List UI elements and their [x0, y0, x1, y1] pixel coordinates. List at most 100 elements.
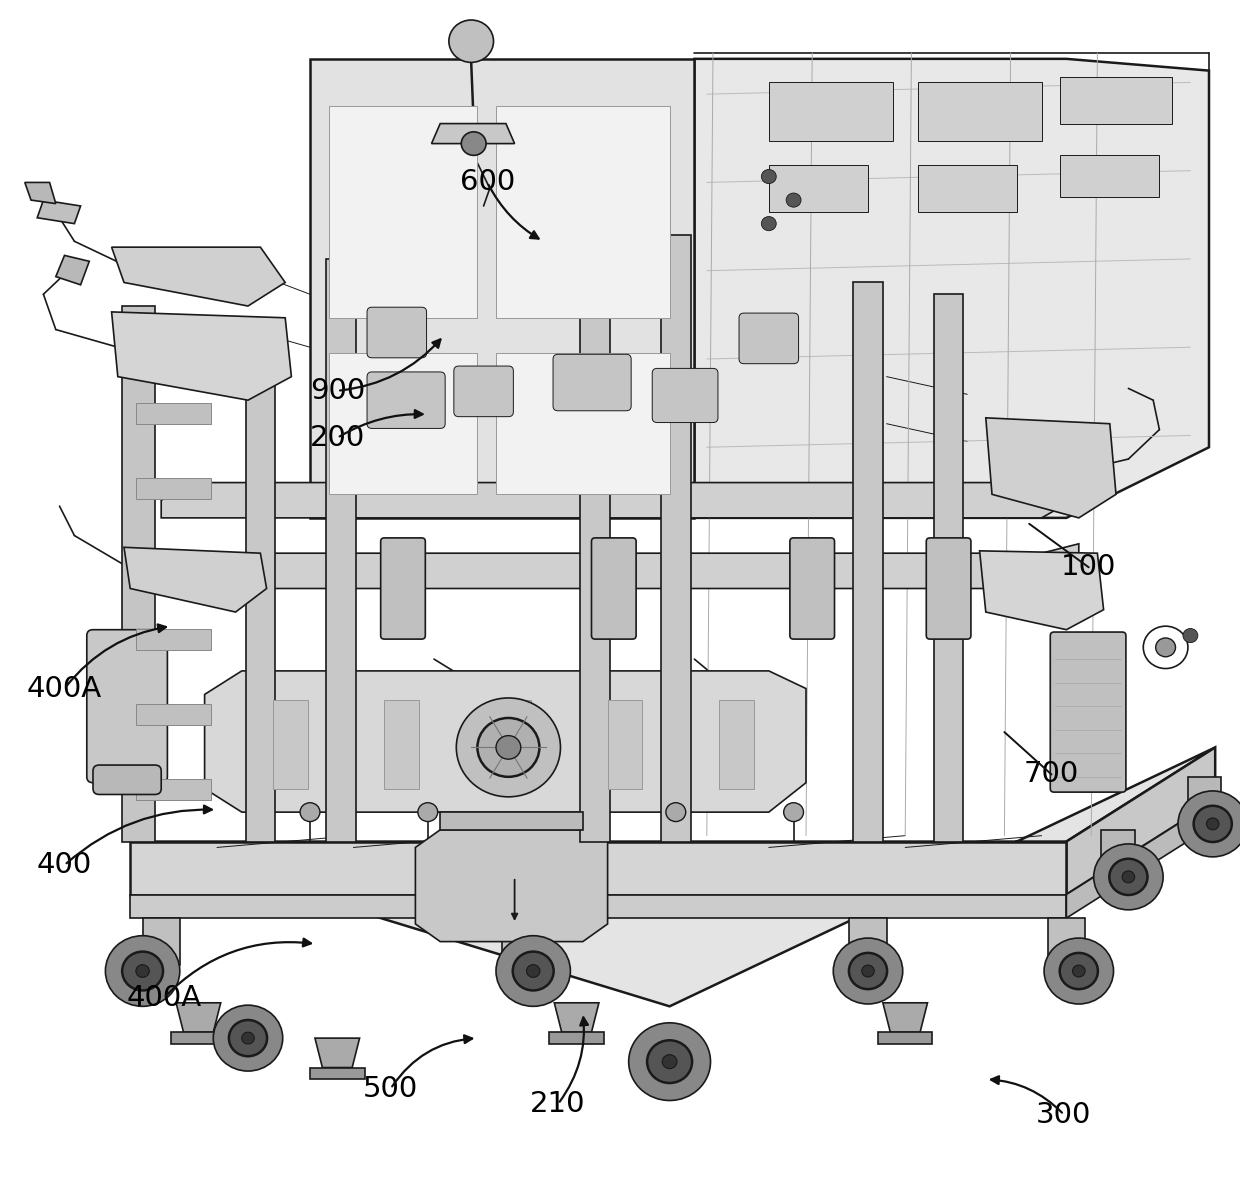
- Bar: [273, 700, 308, 789]
- Circle shape: [213, 1005, 283, 1071]
- Bar: [918, 82, 1042, 141]
- Polygon shape: [549, 1032, 604, 1044]
- Circle shape: [449, 20, 494, 62]
- Polygon shape: [310, 1068, 365, 1079]
- FancyBboxPatch shape: [93, 765, 161, 794]
- Circle shape: [477, 718, 539, 777]
- Circle shape: [496, 936, 570, 1006]
- Circle shape: [461, 132, 486, 155]
- Polygon shape: [1066, 747, 1215, 895]
- Circle shape: [647, 1040, 692, 1083]
- Polygon shape: [161, 477, 1079, 518]
- Bar: [769, 165, 868, 212]
- Circle shape: [242, 1032, 254, 1044]
- Circle shape: [761, 169, 776, 184]
- Text: 400A: 400A: [27, 674, 102, 703]
- Circle shape: [761, 217, 776, 231]
- Circle shape: [662, 1055, 677, 1069]
- FancyBboxPatch shape: [367, 372, 445, 428]
- Bar: [496, 353, 670, 494]
- Bar: [329, 106, 477, 318]
- Polygon shape: [171, 1032, 226, 1044]
- Bar: [136, 629, 211, 650]
- Polygon shape: [980, 551, 1104, 630]
- Bar: [918, 165, 1017, 212]
- Circle shape: [456, 698, 560, 797]
- Bar: [136, 553, 211, 574]
- Text: 300: 300: [1037, 1100, 1091, 1129]
- Polygon shape: [122, 306, 155, 842]
- FancyBboxPatch shape: [454, 366, 513, 417]
- Circle shape: [513, 951, 554, 991]
- Polygon shape: [432, 124, 515, 144]
- Circle shape: [1073, 965, 1085, 977]
- Polygon shape: [1188, 777, 1221, 824]
- FancyBboxPatch shape: [381, 538, 425, 639]
- Polygon shape: [1101, 830, 1135, 877]
- Bar: [496, 700, 531, 789]
- Bar: [496, 106, 670, 318]
- Bar: [136, 779, 211, 800]
- FancyBboxPatch shape: [87, 630, 167, 783]
- Polygon shape: [849, 918, 887, 965]
- Polygon shape: [310, 59, 694, 518]
- Polygon shape: [246, 353, 275, 842]
- Circle shape: [666, 803, 686, 822]
- Polygon shape: [934, 294, 963, 842]
- Circle shape: [1183, 629, 1198, 643]
- FancyBboxPatch shape: [739, 313, 799, 364]
- FancyBboxPatch shape: [553, 354, 631, 411]
- Circle shape: [300, 803, 320, 822]
- Polygon shape: [502, 918, 539, 965]
- Text: 600: 600: [460, 168, 515, 197]
- FancyBboxPatch shape: [1050, 632, 1126, 792]
- Polygon shape: [315, 1038, 360, 1068]
- Circle shape: [629, 1023, 711, 1100]
- Circle shape: [833, 938, 903, 1004]
- FancyBboxPatch shape: [591, 538, 636, 639]
- FancyBboxPatch shape: [367, 307, 427, 358]
- Circle shape: [122, 951, 164, 991]
- Circle shape: [784, 803, 804, 822]
- Bar: [1060, 77, 1172, 124]
- Polygon shape: [112, 312, 291, 400]
- Bar: [1060, 155, 1159, 197]
- Polygon shape: [124, 547, 267, 612]
- Bar: [384, 700, 419, 789]
- Polygon shape: [853, 282, 883, 842]
- Bar: [136, 403, 211, 424]
- Text: 900: 900: [310, 377, 365, 405]
- FancyBboxPatch shape: [926, 538, 971, 639]
- Polygon shape: [1048, 918, 1085, 965]
- Circle shape: [1122, 871, 1135, 883]
- Polygon shape: [143, 918, 180, 965]
- Polygon shape: [554, 1003, 599, 1032]
- Text: 400: 400: [37, 851, 92, 879]
- Polygon shape: [176, 1003, 221, 1032]
- Polygon shape: [161, 544, 1079, 588]
- Text: 210: 210: [531, 1090, 585, 1118]
- Polygon shape: [580, 235, 610, 842]
- Bar: [136, 704, 211, 725]
- Polygon shape: [986, 418, 1116, 518]
- Polygon shape: [130, 895, 1066, 918]
- Polygon shape: [883, 1003, 928, 1032]
- Circle shape: [849, 953, 887, 989]
- Polygon shape: [130, 842, 1066, 895]
- Circle shape: [136, 965, 149, 977]
- Circle shape: [786, 193, 801, 207]
- Bar: [719, 700, 754, 789]
- Circle shape: [1194, 806, 1231, 842]
- Circle shape: [862, 965, 874, 977]
- Circle shape: [1178, 791, 1240, 857]
- Circle shape: [1044, 938, 1114, 1004]
- Polygon shape: [1066, 800, 1215, 918]
- Polygon shape: [112, 247, 285, 306]
- Polygon shape: [37, 200, 81, 224]
- Polygon shape: [326, 259, 356, 842]
- Polygon shape: [878, 1032, 932, 1044]
- Bar: [608, 700, 642, 789]
- Polygon shape: [56, 255, 89, 285]
- Polygon shape: [205, 671, 806, 812]
- FancyBboxPatch shape: [790, 538, 835, 639]
